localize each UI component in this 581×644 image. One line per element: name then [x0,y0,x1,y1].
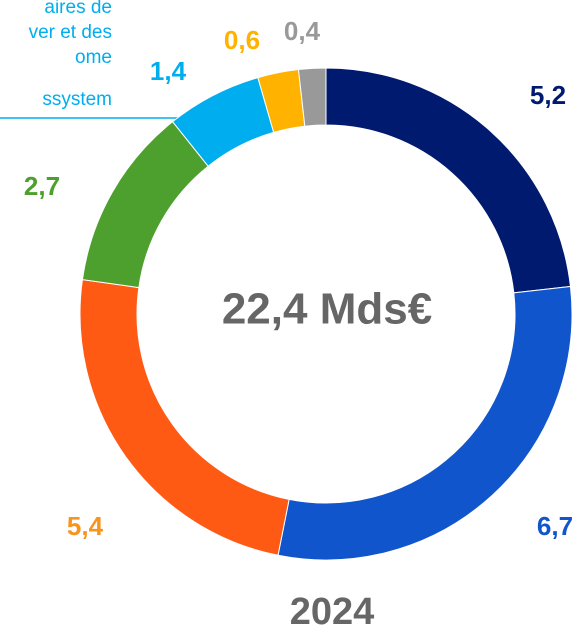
annotation: ver et des [29,22,112,43]
center-label: 22,4 Mds€ [222,285,432,334]
annotation: aires de [44,0,112,18]
subtitle: 2024 [290,591,375,633]
value-label: 6,7 [537,511,573,541]
donut-slice [81,120,209,289]
annotation: ome [75,47,112,68]
value-label: 1,4 [150,56,187,86]
value-label: 5,2 [530,80,566,110]
donut-slice [297,67,327,127]
value-label: 2,7 [24,171,60,201]
annotation: ssystem [42,89,112,110]
value-label: 5,4 [67,511,104,541]
value-label: 0,6 [224,25,260,55]
value-label: 0,4 [284,16,321,46]
